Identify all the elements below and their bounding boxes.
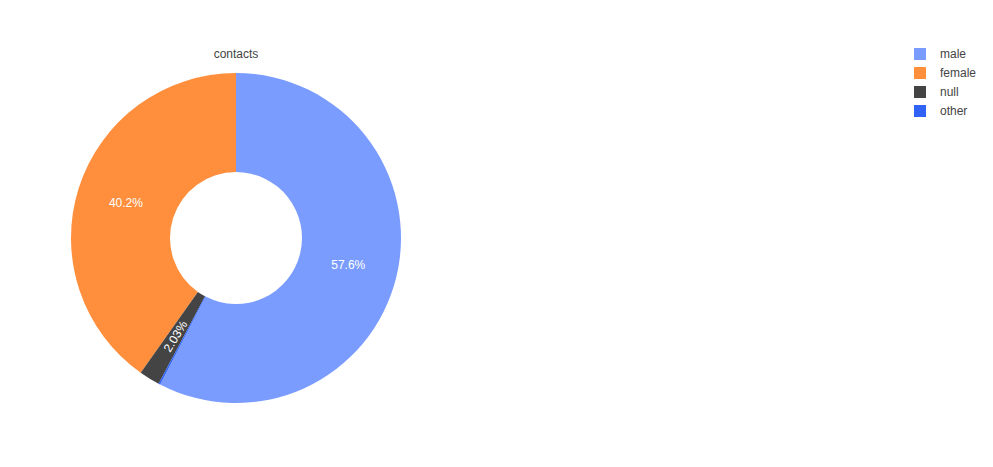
html-text:female: female xyxy=(940,65,976,80)
html-text:other: other xyxy=(940,103,968,118)
svg-text:40.2%: 40.2% xyxy=(109,196,143,210)
svg-text:57.6%: 57.6% xyxy=(331,258,365,272)
html-text:male: male xyxy=(940,46,966,61)
svg-text:2.03%: 2.03% xyxy=(161,318,191,355)
svg-text:contacts: contacts xyxy=(214,47,259,61)
html-text:null: null xyxy=(940,84,959,99)
